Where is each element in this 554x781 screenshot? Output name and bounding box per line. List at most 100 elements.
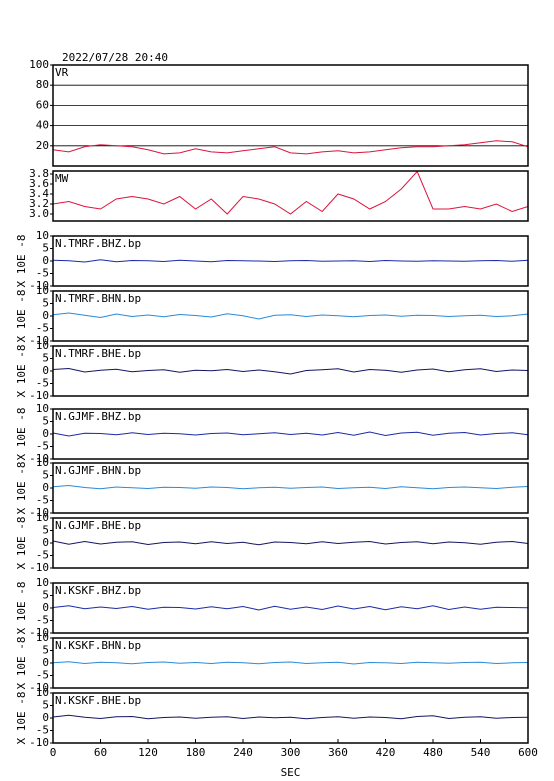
y-tick-label: 10: [36, 284, 49, 297]
panel-label: N.KSKF.BHZ.bp: [55, 584, 141, 597]
y-tick-label: -5: [36, 440, 49, 453]
trace: [52, 661, 529, 665]
y-tick-label: 10: [36, 339, 49, 352]
y-tick-label: 5: [42, 589, 49, 602]
y-axis-label: X 10E -8: [15, 517, 28, 570]
x-tick-label: 600: [518, 746, 538, 759]
y-axis-label: X 10E -8: [15, 345, 28, 398]
y-axis-label: X 10E -8: [15, 692, 28, 745]
y-tick-label: 0: [42, 656, 49, 669]
panel-frame: [52, 170, 529, 222]
panel-label: N.TMRF.BHE.bp: [55, 347, 141, 360]
y-tick-label: 20: [36, 139, 49, 152]
y-tick-label: -10: [29, 736, 49, 749]
panel-label: N.TMRF.BHN.bp: [55, 292, 141, 305]
y-tick-label: -10: [29, 334, 49, 347]
panel-frame: [52, 64, 529, 167]
y-tick-label: 0: [42, 481, 49, 494]
panel-frame: [52, 462, 529, 514]
y-tick-label: 0: [42, 364, 49, 377]
panel-frame: [52, 637, 529, 689]
y-tick-label: 5: [42, 352, 49, 365]
x-tick-label: 300: [281, 746, 301, 759]
trace: [52, 540, 529, 546]
y-tick-label: 5: [42, 415, 49, 428]
panel-label: N.TMRF.BHZ.bp: [55, 237, 141, 250]
x-axis-label: SEC: [281, 766, 301, 779]
y-axis-label: X 10E -8: [15, 637, 28, 690]
panel-label: N.GJMF.BHE.bp: [55, 519, 141, 532]
y-tick-label: 100: [29, 58, 49, 71]
y-tick-label: -5: [36, 614, 49, 627]
y-tick-label: 80: [36, 78, 49, 91]
trace: [52, 140, 529, 155]
chart-title: 2022/07/28 20:40: [62, 51, 168, 64]
panel-label: N.GJMF.BHN.bp: [55, 464, 141, 477]
trace: [52, 714, 529, 720]
trace: [52, 484, 529, 490]
y-tick-label: -10: [29, 506, 49, 519]
y-tick-label: 10: [36, 456, 49, 469]
trace: [52, 259, 529, 263]
y-tick-label: 3.6: [29, 177, 49, 190]
panel-label: N.KSKF.BHE.bp: [55, 694, 141, 707]
y-tick-label: 0: [42, 427, 49, 440]
y-tick-label: 3.2: [29, 197, 49, 210]
y-tick-label: 0: [42, 309, 49, 322]
y-tick-label: 5: [42, 699, 49, 712]
panel-frame: [52, 290, 529, 342]
x-tick-label: 60: [94, 746, 107, 759]
y-tick-label: 40: [36, 119, 49, 132]
y-tick-label: 10: [36, 686, 49, 699]
panel-frame: [52, 517, 529, 569]
x-tick-label: 0: [50, 746, 57, 759]
panel-frame: [52, 235, 529, 287]
y-tick-label: 10: [36, 576, 49, 589]
y-tick-label: -5: [36, 724, 49, 737]
y-tick-label: -5: [36, 267, 49, 280]
y-tick-label: 60: [36, 98, 49, 111]
y-tick-label: 5: [42, 242, 49, 255]
x-tick-label: 180: [186, 746, 206, 759]
y-tick-label: 5: [42, 524, 49, 537]
y-axis-label: X 10E -8: [15, 235, 28, 288]
x-tick-label: 120: [138, 746, 158, 759]
y-axis-label: X 10E -8: [15, 582, 28, 635]
y-tick-label: -10: [29, 389, 49, 402]
y-axis-label: X 10E -8: [15, 462, 28, 515]
panel-label: N.GJMF.BHZ.bp: [55, 410, 141, 423]
y-tick-label: -10: [29, 452, 49, 465]
x-tick-label: 360: [328, 746, 348, 759]
y-tick-label: -10: [29, 626, 49, 639]
x-tick-label: 540: [471, 746, 491, 759]
y-tick-label: 10: [36, 229, 49, 242]
y-tick-label: 10: [36, 511, 49, 524]
panel-label: MW: [55, 172, 69, 185]
trace: [52, 312, 529, 320]
trace: [52, 170, 529, 215]
y-tick-label: -10: [29, 279, 49, 292]
y-tick-label: 0: [42, 254, 49, 267]
x-tick-label: 240: [233, 746, 253, 759]
y-tick-label: 0: [42, 536, 49, 549]
panel-label: N.KSKF.BHN.bp: [55, 639, 141, 652]
y-tick-label: 0: [42, 601, 49, 614]
x-tick-label: 480: [423, 746, 443, 759]
y-tick-label: -5: [36, 377, 49, 390]
panel-frame: [52, 408, 529, 460]
panel-frame: [52, 582, 529, 634]
y-tick-label: 5: [42, 644, 49, 657]
y-tick-label: -5: [36, 494, 49, 507]
y-tick-label: -5: [36, 322, 49, 335]
y-tick-label: 3.4: [29, 187, 49, 200]
y-tick-label: -10: [29, 681, 49, 694]
x-tick-label: 420: [376, 746, 396, 759]
y-tick-label: -5: [36, 669, 49, 682]
y-axis-label: X 10E -8: [15, 408, 28, 461]
y-tick-label: 10: [36, 631, 49, 644]
y-tick-label: 3.0: [29, 207, 49, 220]
y-tick-label: -10: [29, 561, 49, 574]
y-tick-label: -5: [36, 549, 49, 562]
panel-label: VR: [55, 66, 69, 79]
